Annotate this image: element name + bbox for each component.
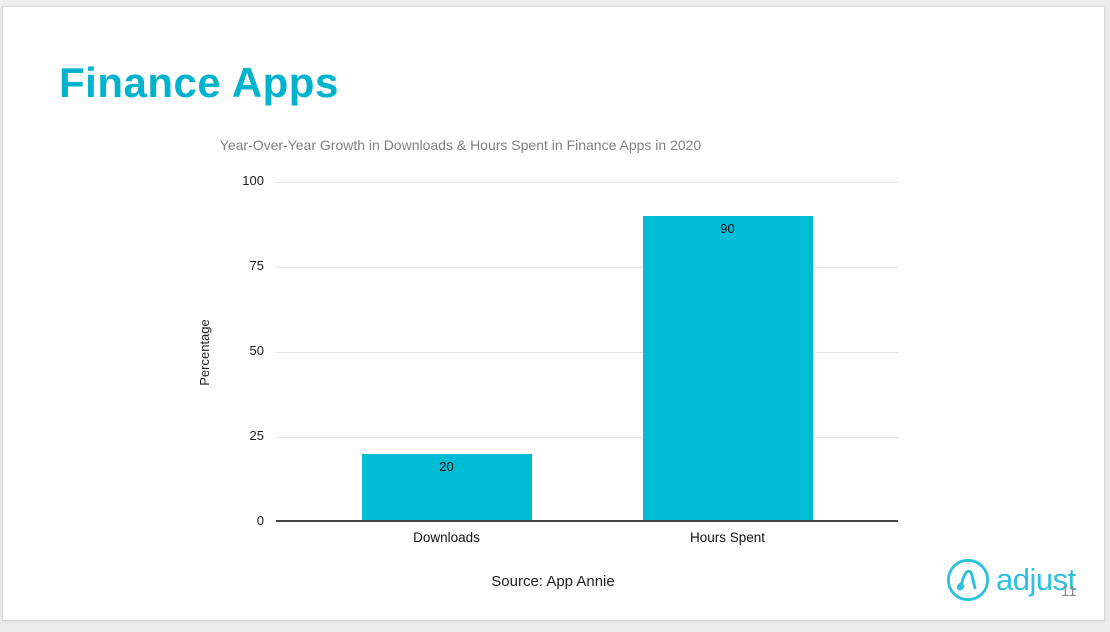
gridline-75	[276, 266, 898, 268]
bar-hours-spent: 90	[642, 216, 813, 520]
adjust-logo: adjust	[945, 557, 1076, 603]
adjust-logo-icon	[946, 558, 990, 602]
y-tick-label-25: 25	[249, 428, 264, 443]
y-axis-title-text: Percentage	[196, 318, 212, 386]
gridline-100	[276, 181, 898, 183]
y-tick-label-75: 75	[249, 258, 264, 273]
bar-chart-plot-area: 0 25 50 75 100 20 Downloads 90 Hours Spent	[242, 173, 898, 545]
chart-title: Year-Over-Year Growth in Downloads & Hou…	[219, 137, 702, 153]
slide-canvas: Finance Apps Year-Over-Year Growth in Do…	[2, 6, 1105, 621]
x-axis-label-downloads: Downloads	[413, 530, 480, 545]
x-axis-label-hours-spent: Hours Spent	[689, 530, 766, 545]
bar-downloads: 20	[361, 454, 532, 520]
slide-title: Finance Apps	[59, 59, 339, 106]
y-axis-title: Percentage	[193, 182, 215, 522]
bar-value-label: 20	[439, 459, 454, 474]
bar-value-label: 90	[720, 221, 735, 236]
gridline-25	[276, 436, 898, 438]
source-note: Source: App Annie	[491, 573, 615, 590]
y-tick-label-100: 100	[242, 173, 264, 188]
adjust-logo-text: adjust	[996, 562, 1076, 597]
y-tick-label-50: 50	[249, 343, 264, 358]
gridline-50	[276, 351, 898, 353]
x-axis-line	[276, 520, 898, 522]
y-tick-label-0: 0	[256, 513, 264, 528]
page-number: 11	[1061, 583, 1077, 600]
